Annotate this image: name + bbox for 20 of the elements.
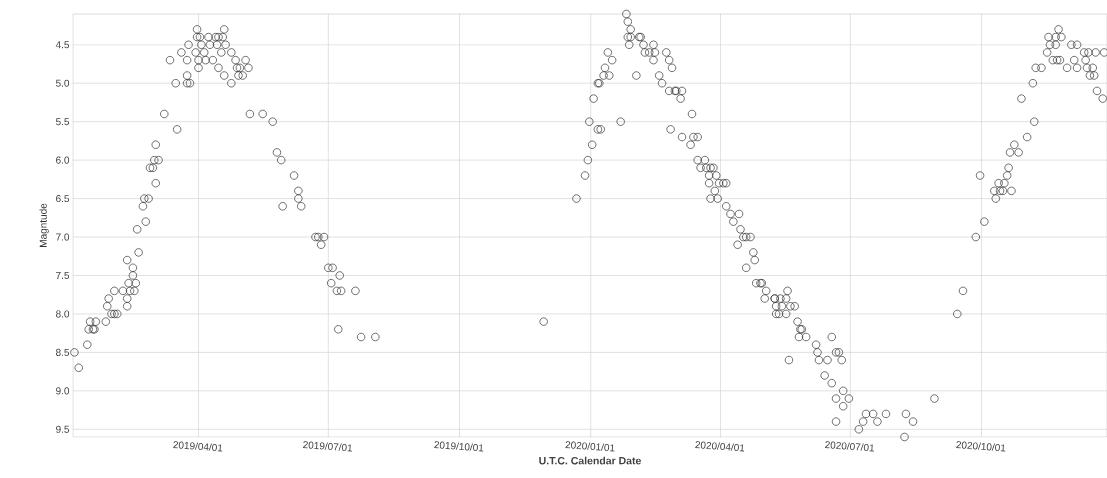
y-tick-label: 7.0: [56, 233, 70, 241]
x-tick-label: 2020/04/01: [695, 441, 745, 452]
y-tick-label: 6.0: [56, 156, 70, 164]
y-tick-label: 4.5: [55, 41, 70, 49]
y-tick-label: 8.0: [56, 310, 70, 318]
y-tick-label: 9.5: [56, 425, 70, 433]
x-tick-label: 2020/10/01: [956, 441, 1006, 452]
y-tick-label: 5.5: [55, 118, 70, 126]
x-tick-label: 2020/07/01: [824, 441, 874, 452]
x-tick-label: 2019/10/01: [434, 441, 484, 452]
x-tick-label: 2019/07/01: [302, 441, 352, 452]
y-axis-title: Magntude: [39, 203, 49, 247]
x-tick-label: 2020/01/01: [565, 441, 615, 452]
y-tick-label: 6.5: [56, 195, 70, 203]
y-tick-label: 9.0: [56, 387, 70, 395]
x-axis-title: U.T.C. Calendar Date: [539, 456, 641, 465]
x-tick-label: 2019/04/01: [173, 441, 223, 452]
y-tick-label: 7.5: [56, 271, 70, 279]
y-tick-label: 8.5: [56, 348, 70, 356]
y-tick-label: 5.0: [55, 79, 70, 87]
